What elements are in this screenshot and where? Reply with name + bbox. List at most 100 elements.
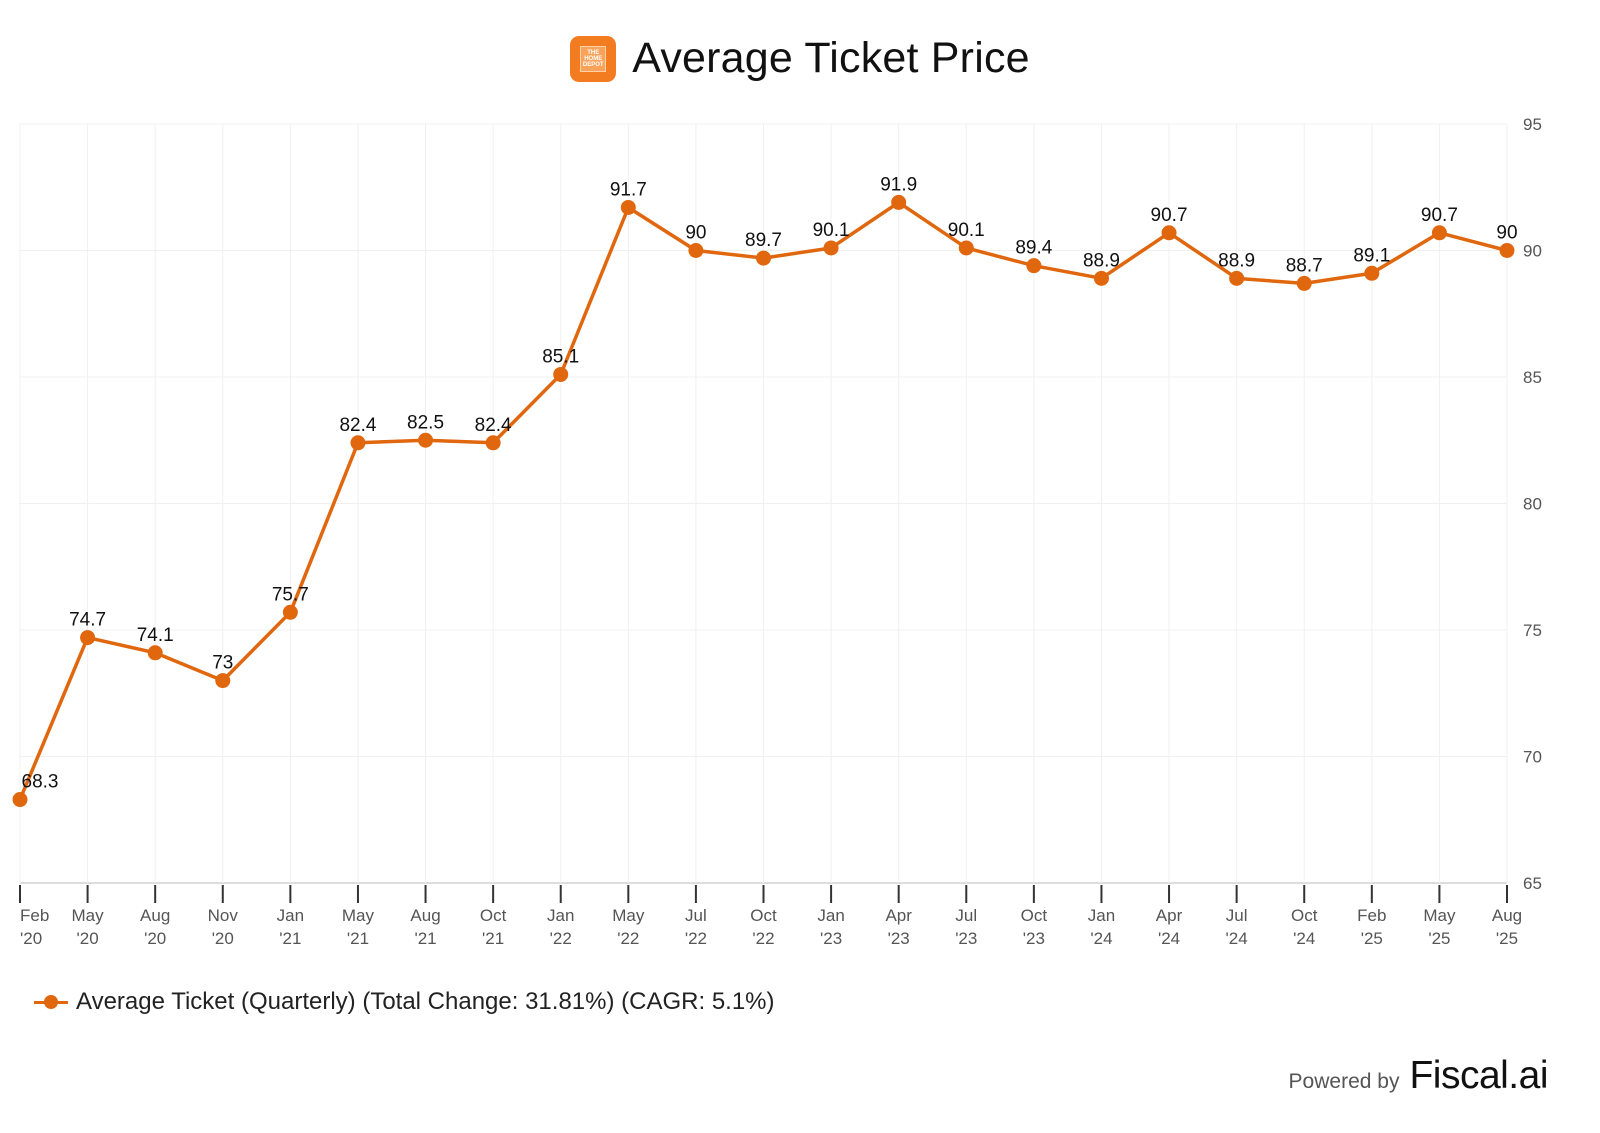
legend-label: Average Ticket (Quarterly) (Total Change… (76, 988, 775, 1015)
data-point (1161, 225, 1177, 241)
x-tick-label: Aug (410, 906, 440, 925)
x-tick-label: Jul (685, 906, 707, 925)
x-tick-label-year: '20 (144, 929, 166, 948)
x-tick-label: May (1423, 906, 1456, 925)
x-tick-label-year: '21 (279, 929, 301, 948)
data-point (891, 194, 907, 210)
x-tick-label: Oct (480, 906, 507, 925)
x-tick-label: Jul (1226, 906, 1248, 925)
data-point (1093, 270, 1109, 286)
data-point (485, 435, 501, 451)
y-tick-label: 90 (1523, 242, 1542, 261)
data-point (215, 673, 231, 689)
data-point (418, 432, 434, 448)
x-tick-label: Apr (885, 906, 912, 925)
series-average-ticket (12, 194, 1515, 808)
data-label: 90.7 (1151, 205, 1188, 226)
x-tick-label-year: '23 (955, 929, 977, 948)
data-point (1499, 243, 1515, 258)
x-tick-label-year: '21 (347, 929, 369, 948)
data-label: 82.4 (339, 415, 376, 436)
x-tick-label-year: '21 (482, 929, 504, 948)
x-tick-label: May (72, 906, 105, 925)
home-depot-logo-icon: THE HOME DEPOT (570, 35, 617, 82)
data-point (620, 199, 636, 215)
x-tick-label: Oct (1291, 906, 1318, 925)
data-label: 88.7 (1286, 255, 1323, 276)
x-tick-label-year: '20 (212, 929, 234, 948)
y-tick-label: 70 (1523, 748, 1542, 767)
data-label: 90.1 (948, 220, 985, 241)
data-point (756, 250, 771, 266)
x-tick-label: Aug (1492, 906, 1522, 925)
data-point (553, 366, 569, 382)
x-tick-label: Jul (955, 906, 977, 925)
data-label: 82.5 (407, 412, 444, 433)
chart-title: Average Ticket Price (632, 34, 1030, 82)
x-tick-label-year: '22 (752, 929, 774, 948)
data-labels: 68.3 74.7 74.1 73 75.7 82.4 82.5 82.4 85.1 91.7 90… (22, 174, 1518, 792)
x-tick-label-year: '22 (617, 929, 639, 948)
x-tick-label-year: '21 (414, 929, 436, 948)
x-tick-label-year: '25 (1361, 929, 1383, 948)
data-label: 90.7 (1421, 205, 1458, 226)
data-label: 82.4 (475, 415, 512, 436)
x-tick-label-year: '23 (820, 929, 842, 948)
x-tick-label: Aug (140, 906, 170, 925)
x-tick-label-year: '25 (1428, 929, 1450, 948)
data-label: 89.1 (1353, 245, 1390, 266)
x-tick-label: May (612, 906, 645, 925)
data-label: 75.7 (272, 584, 309, 605)
legend-marker-icon (34, 995, 68, 1009)
y-tick-label: 95 (1523, 115, 1542, 134)
data-label: 89.7 (745, 230, 782, 251)
x-tick-label-year: '20 (77, 929, 99, 948)
data-point (958, 240, 974, 256)
data-point (1229, 270, 1245, 286)
data-label: 74.1 (137, 625, 174, 646)
data-label: 88.9 (1218, 250, 1255, 271)
data-point (1296, 275, 1312, 291)
x-tick-label: Jan (547, 906, 574, 925)
x-tick-label: Feb (20, 906, 49, 925)
x-tick-label: Apr (1156, 906, 1183, 925)
x-tick-label: May (342, 906, 375, 925)
data-point (147, 645, 163, 661)
data-label: 89.4 (1015, 238, 1052, 259)
y-axis: 65 70 75 80 85 90 95 (1523, 115, 1542, 893)
data-point (80, 630, 96, 646)
x-tick-label-year: '25 (1496, 929, 1518, 948)
legend[interactable]: Average Ticket (Quarterly) (Total Change… (34, 988, 775, 1016)
data-label: 91.7 (610, 179, 647, 200)
data-point (350, 435, 366, 451)
x-axis: Feb '20 May '20 Aug '20 Nov '20 Jan '21 May '21 Aug '… (19, 885, 1522, 948)
data-point (688, 243, 704, 258)
x-tick-label: Jan (277, 906, 304, 925)
y-tick-label: 85 (1523, 368, 1542, 387)
y-tick-label: 80 (1523, 495, 1542, 514)
x-tick-label: Jan (817, 906, 844, 925)
data-label: 74.7 (69, 610, 106, 631)
footer-attribution: Powered by Fiscal.ai (1288, 1054, 1549, 1098)
data-point (12, 792, 28, 808)
data-label: 90 (685, 223, 706, 244)
data-point (282, 604, 298, 620)
powered-by-text: Powered by (1288, 1070, 1400, 1093)
x-tick-label: Nov (208, 906, 239, 925)
x-tick-label-year: '23 (888, 929, 910, 948)
data-label: 91.9 (880, 174, 917, 195)
data-point (1431, 225, 1447, 241)
x-tick-label-year: '20 (20, 929, 42, 948)
x-tick-label-year: '24 (1293, 929, 1315, 948)
data-point (1026, 258, 1042, 274)
grid-lines (19, 123, 1508, 884)
y-tick-label: 65 (1523, 874, 1542, 893)
x-tick-label: Jan (1088, 906, 1115, 925)
data-label: 85.1 (542, 346, 579, 367)
x-tick-label-year: '24 (1090, 929, 1112, 948)
data-point (1364, 265, 1380, 281)
line-chart: 65 70 75 80 85 90 95 Feb '20 May '20 Aug '20 Nov '20 J… (12, 115, 1542, 948)
x-tick-label: Feb (1357, 906, 1386, 925)
x-tick-label-year: '22 (550, 929, 572, 948)
fiscal-ai-logo: Fiscal.ai (1409, 1054, 1548, 1097)
